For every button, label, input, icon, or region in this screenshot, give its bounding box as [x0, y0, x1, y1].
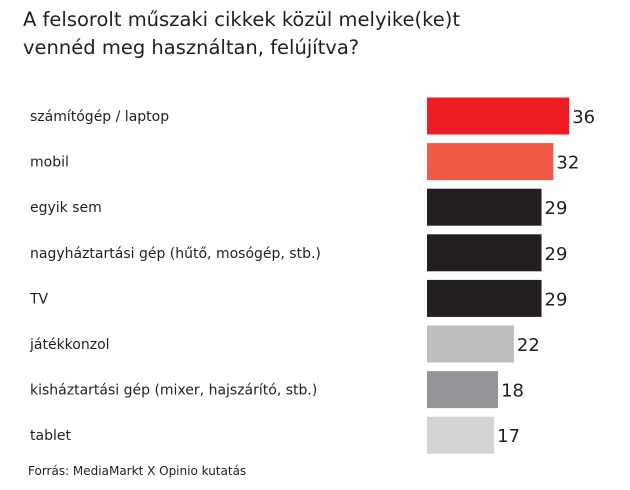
- category-label: nagyháztartási gép (hűtő, mosógép, stb.): [30, 246, 321, 262]
- value-label: 36: [572, 107, 595, 128]
- bar: [427, 234, 542, 272]
- value-label: 29: [545, 198, 568, 219]
- bar: [427, 416, 495, 454]
- value-label: 32: [556, 153, 579, 174]
- bar: [427, 371, 499, 409]
- value-label: 18: [501, 381, 524, 402]
- category-label: mobil: [30, 155, 69, 171]
- bar: [427, 188, 542, 226]
- chart-title: A felsorolt műszaki cikkek közül melyike…: [23, 6, 613, 62]
- value-label: 17: [497, 426, 520, 447]
- chart-title-line-2: vennéd meg használtan, felújítva?: [23, 36, 360, 59]
- value-label: 29: [545, 244, 568, 265]
- category-label: TV: [29, 291, 49, 307]
- chart-title-line-1: A felsorolt műszaki cikkek közül melyike…: [23, 8, 460, 31]
- category-label: egyik sem: [30, 200, 102, 216]
- bar: [427, 143, 554, 181]
- category-label: játékkonzol: [29, 337, 110, 353]
- bar: [427, 325, 514, 363]
- value-label: 29: [545, 289, 568, 310]
- bar: [427, 97, 570, 135]
- bar: [427, 279, 542, 317]
- category-label: kisháztartási gép (mixer, hajszárító, st…: [30, 383, 317, 399]
- category-label: számítógép / laptop: [30, 109, 169, 125]
- category-label: tablet: [30, 428, 71, 444]
- source-note: Forrás: MediaMarkt X Opinio kutatás: [28, 464, 247, 478]
- value-label: 22: [517, 335, 540, 356]
